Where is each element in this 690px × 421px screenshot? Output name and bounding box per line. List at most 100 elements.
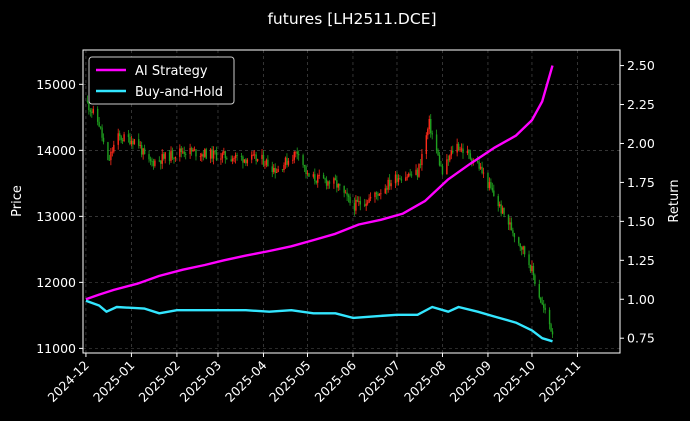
candle-body	[96, 108, 99, 122]
candle-body	[284, 157, 287, 165]
candle-body	[359, 201, 362, 205]
candle-body	[189, 147, 191, 155]
candle-body	[462, 148, 464, 154]
candle-body	[274, 167, 276, 173]
y-right-tick-label: 0.75	[627, 331, 655, 346]
candle-body	[358, 201, 360, 202]
candle-body	[440, 165, 442, 167]
candle-body	[230, 159, 232, 162]
candle-body	[277, 169, 279, 173]
candle-body	[469, 153, 472, 159]
candle-body	[534, 275, 536, 284]
candle-body	[205, 149, 207, 159]
candle-body	[356, 199, 359, 202]
candle-body	[179, 148, 181, 157]
candle-body	[91, 111, 93, 113]
candle-body	[123, 134, 125, 142]
candle-body	[435, 134, 438, 151]
candle-body	[246, 159, 249, 164]
candle-body	[471, 158, 473, 163]
candle-body	[193, 149, 196, 151]
candle-body	[265, 159, 268, 165]
candle-body	[243, 159, 246, 163]
candle-body	[107, 142, 109, 160]
y-right-tick-label: 1.25	[627, 253, 655, 268]
candle-body	[161, 154, 163, 164]
candle-body	[378, 193, 381, 196]
candle-body	[251, 154, 253, 160]
candle-body	[220, 158, 222, 160]
candle-body	[138, 139, 140, 146]
candle-body	[174, 156, 177, 159]
candle-body	[503, 207, 505, 215]
candle-body	[110, 151, 112, 161]
candle-body	[500, 204, 502, 214]
candle-body	[488, 182, 491, 189]
candle-body	[428, 118, 430, 130]
candle-body	[410, 174, 413, 176]
candle-body	[346, 192, 348, 196]
candle-body	[256, 158, 259, 161]
candle-body	[127, 134, 130, 138]
candle-body	[183, 151, 185, 155]
candle-body	[353, 203, 356, 211]
candle-body	[366, 202, 369, 204]
candle-body	[233, 157, 235, 159]
y-right-tick-label: 2.00	[627, 136, 655, 151]
candle-body	[192, 149, 194, 152]
candle-body	[140, 145, 143, 155]
candle-body	[287, 160, 290, 165]
candle-body	[202, 154, 205, 157]
candle-body	[221, 153, 224, 159]
y-left-tick-label: 11000	[36, 341, 76, 356]
candle-body	[347, 195, 350, 197]
candle-body	[418, 164, 420, 177]
candle-body	[481, 166, 483, 174]
candle-body	[111, 151, 114, 153]
candle-body	[551, 331, 554, 335]
candle-body	[548, 309, 551, 325]
candle-body	[437, 150, 439, 156]
candle-body	[446, 159, 448, 175]
candle-body	[303, 164, 306, 167]
candle-body	[117, 133, 119, 145]
candle-body	[296, 151, 298, 155]
candle-body	[168, 152, 171, 161]
candle-body	[355, 199, 357, 211]
candle-body	[501, 207, 504, 214]
y-axis-left-label: Price	[10, 185, 25, 217]
candle-body	[449, 155, 451, 161]
candle-body	[101, 127, 103, 138]
chart-title: futures [LH2511.DCE]	[267, 10, 436, 28]
candle-body	[185, 154, 187, 155]
candle-body	[195, 149, 197, 157]
candle-body	[286, 157, 288, 165]
candle-body	[118, 133, 121, 137]
candle-body	[550, 324, 552, 332]
y-left-tick-label: 14000	[36, 143, 76, 158]
candle-body	[374, 192, 376, 198]
candle-body	[456, 143, 458, 153]
candle-body	[164, 152, 166, 159]
candle-body	[253, 154, 256, 156]
candle-body	[333, 178, 335, 184]
y-right-tick-label: 1.00	[627, 292, 655, 307]
legend: AI Strategy Buy-and-Hold	[88, 56, 235, 105]
candle-body	[513, 233, 516, 238]
candle-body	[538, 283, 541, 298]
candle-body	[295, 151, 297, 153]
candle-body	[427, 129, 429, 136]
candle-body	[302, 155, 304, 165]
candle-body	[409, 173, 411, 175]
candle-body	[497, 196, 499, 206]
candle-body	[160, 160, 162, 164]
candle-body	[386, 188, 388, 190]
candle-body	[512, 230, 514, 234]
candle-body	[349, 196, 351, 204]
candle-body	[394, 174, 397, 184]
candle-body	[121, 140, 124, 142]
candle-body	[255, 154, 257, 161]
candle-body	[510, 222, 513, 231]
candle-body	[519, 243, 521, 248]
candle-body	[171, 150, 174, 159]
